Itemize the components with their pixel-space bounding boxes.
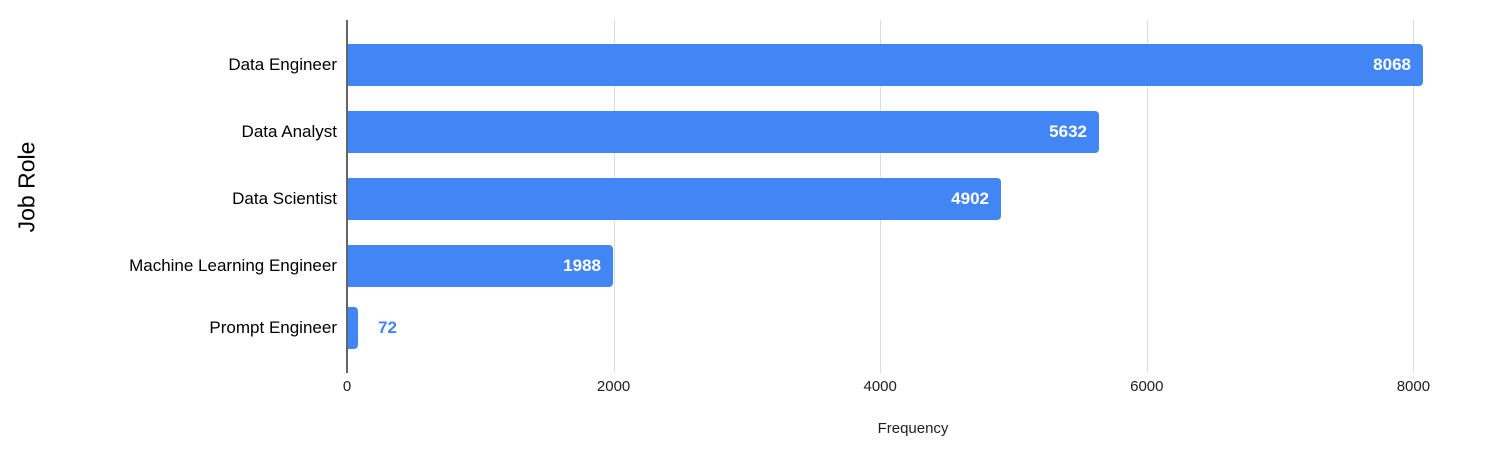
gridline [1413,20,1415,373]
y-axis-line [346,20,348,373]
bar: 4902 [348,178,1001,220]
bar [348,307,358,349]
category-label: Data Analyst [241,122,337,141]
bar-value-label: 8068 [1373,55,1411,74]
category-label: Data Scientist [232,189,337,208]
gridline [1146,20,1148,373]
x-axis-title: Frequency [877,420,949,437]
bar: 8068 [348,44,1423,86]
bar-value-label: 4902 [951,189,989,208]
bar-value-label: 72 [378,318,397,337]
category-label: Machine Learning Engineer [129,256,337,275]
bar-value-label: 1988 [563,256,601,275]
bar: 1988 [348,245,613,287]
x-tick-label: 6000 [1130,378,1164,395]
category-label: Prompt Engineer [209,318,337,337]
x-tick-label: 8000 [1396,378,1431,395]
x-tick-label: 2000 [596,378,631,395]
bar-value-label: 5632 [1049,122,1087,141]
bar: 5632 [348,111,1099,153]
x-tick-label: 4000 [863,378,897,395]
x-tick-label: 0 [342,378,352,395]
category-label: Data Engineer [228,55,337,74]
